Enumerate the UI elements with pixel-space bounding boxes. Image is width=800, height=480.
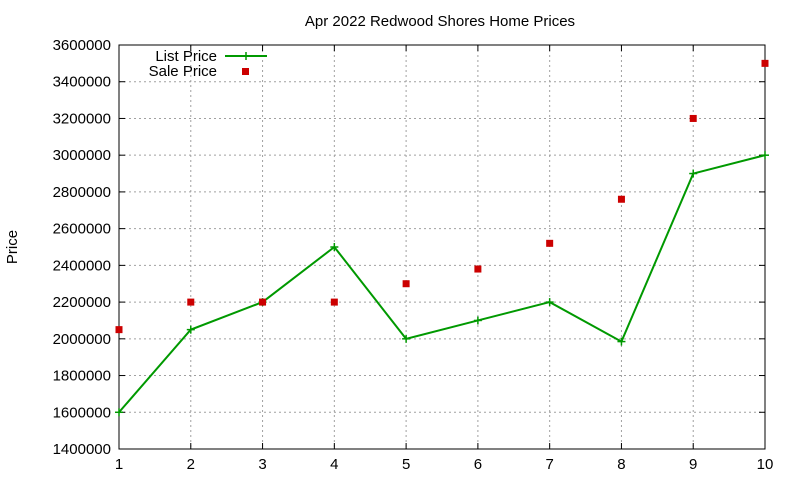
list-price-point bbox=[617, 337, 626, 346]
plot-frame bbox=[118, 44, 766, 450]
y-tick-label: 2800000 bbox=[53, 184, 111, 201]
x-tick-label: 4 bbox=[330, 456, 338, 473]
legend: List Price Sale Price bbox=[149, 48, 267, 80]
list-price-point bbox=[473, 316, 482, 325]
list-price-point bbox=[689, 169, 698, 178]
grid-lines bbox=[119, 45, 765, 449]
x-tick-label: 5 bbox=[402, 456, 410, 473]
x-tick-label: 3 bbox=[258, 456, 266, 473]
y-tick-label: 3000000 bbox=[53, 147, 111, 164]
y-tick-label: 2000000 bbox=[53, 331, 111, 348]
legend-plus-marker bbox=[242, 52, 250, 60]
y-tick-label: 2600000 bbox=[53, 221, 111, 238]
x-tick-label: 10 bbox=[757, 456, 774, 473]
series-layer bbox=[115, 59, 769, 417]
sale-price-point bbox=[761, 59, 769, 67]
axis-ticks: 1400000 1600000 1800000 2000000 2200000 24000… bbox=[53, 37, 774, 473]
list-price-point bbox=[761, 151, 769, 160]
list-price-point bbox=[545, 298, 554, 307]
sale-price-point bbox=[115, 326, 123, 334]
y-tick-label: 2400000 bbox=[53, 257, 111, 274]
x-tick-label: 7 bbox=[545, 456, 553, 473]
sale-price-point bbox=[330, 298, 338, 306]
sale-price-point bbox=[259, 298, 267, 306]
x-tick-label: 8 bbox=[617, 456, 625, 473]
sale-price-point bbox=[546, 239, 554, 247]
sale-price-point bbox=[402, 280, 410, 288]
y-tick-label: 3200000 bbox=[53, 110, 111, 127]
list-price-point bbox=[402, 334, 411, 343]
x-tick-label: 6 bbox=[474, 456, 482, 473]
legend-swatch-sale-price-marker bbox=[242, 68, 249, 75]
sale-price-point bbox=[187, 298, 195, 306]
y-tick-label: 3600000 bbox=[53, 37, 111, 54]
y-tick-label: 2200000 bbox=[53, 294, 111, 311]
legend-label-sale-price: Sale Price bbox=[149, 63, 217, 80]
sale-price-point bbox=[689, 114, 697, 122]
legend-label-list-price: List Price bbox=[155, 48, 217, 65]
x-tick-label: 9 bbox=[689, 456, 697, 473]
sale-price-point bbox=[617, 195, 625, 203]
list-price-point bbox=[330, 243, 339, 251]
list-price-point bbox=[115, 408, 123, 417]
legend-swatch-list-price-marker bbox=[242, 52, 250, 60]
y-tick-label: 1600000 bbox=[53, 404, 111, 421]
y-tick-label: 1800000 bbox=[53, 368, 111, 385]
chart-title: Apr 2022 Redwood Shores Home Prices bbox=[305, 13, 575, 30]
list-price-line bbox=[118, 154, 766, 413]
list-price-point bbox=[186, 325, 195, 334]
x-tick-label: 1 bbox=[115, 456, 123, 473]
y-tick-label: 3400000 bbox=[53, 74, 111, 91]
y-axis-label: Price bbox=[4, 230, 21, 264]
sale-price-point bbox=[474, 265, 482, 273]
y-tick-label: 1400000 bbox=[53, 441, 111, 458]
x-tick-label: 2 bbox=[187, 456, 195, 473]
